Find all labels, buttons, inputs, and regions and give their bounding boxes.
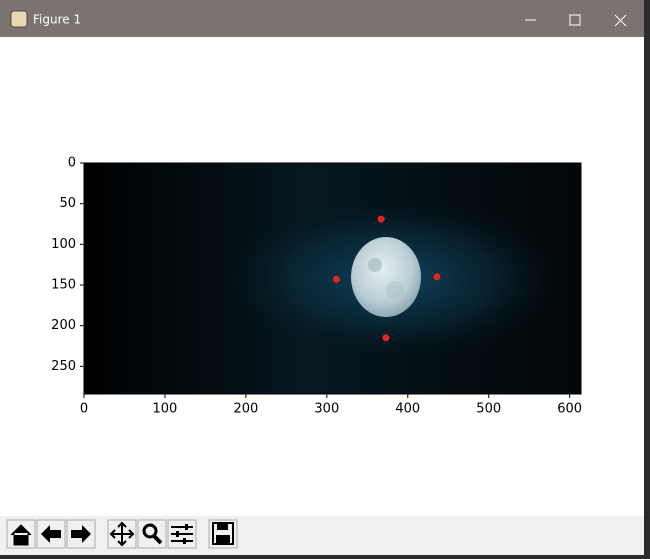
plot: 0 100 200 300 400 500 600 0 50 100 150 200 250: [51, 156, 582, 417]
x-tick-label: 600: [557, 402, 582, 417]
x-tick-label: 200: [233, 402, 258, 417]
back-button[interactable]: [36, 519, 66, 549]
image: [84, 163, 581, 394]
zoom-button[interactable]: [137, 519, 167, 549]
maximize-button[interactable]: [569, 14, 581, 26]
home-button[interactable]: [6, 519, 36, 549]
x-tick-label: 300: [314, 402, 339, 417]
background-window: [644, 0, 650, 555]
y-tick-label: 100: [51, 237, 76, 252]
scatter-point: [333, 275, 341, 283]
window-title: Figure 1: [33, 13, 81, 27]
toolbar: [0, 516, 644, 555]
close-button[interactable]: [614, 14, 627, 27]
configure-button[interactable]: [167, 519, 197, 549]
y-tick-label: 250: [51, 359, 76, 374]
scatter-point: [377, 215, 385, 223]
pan-button[interactable]: [107, 519, 137, 549]
y-tick-label: 50: [59, 196, 76, 211]
y-tick-label: 150: [51, 278, 76, 293]
scatter-point: [382, 334, 390, 342]
y-tick-label: 200: [51, 318, 76, 333]
app-icon: [10, 10, 28, 28]
axes-frame: [83, 162, 582, 395]
y-tick-label: 0: [68, 156, 76, 171]
x-tick-label: 400: [395, 402, 420, 417]
scatter-point: [433, 273, 441, 281]
x-tick-label: 500: [476, 402, 501, 417]
title-bar: [0, 0, 644, 37]
x-tick-label: 100: [153, 402, 178, 417]
x-tick-label: 0: [80, 402, 88, 417]
save-button[interactable]: [208, 519, 238, 549]
forward-button[interactable]: [66, 519, 96, 549]
